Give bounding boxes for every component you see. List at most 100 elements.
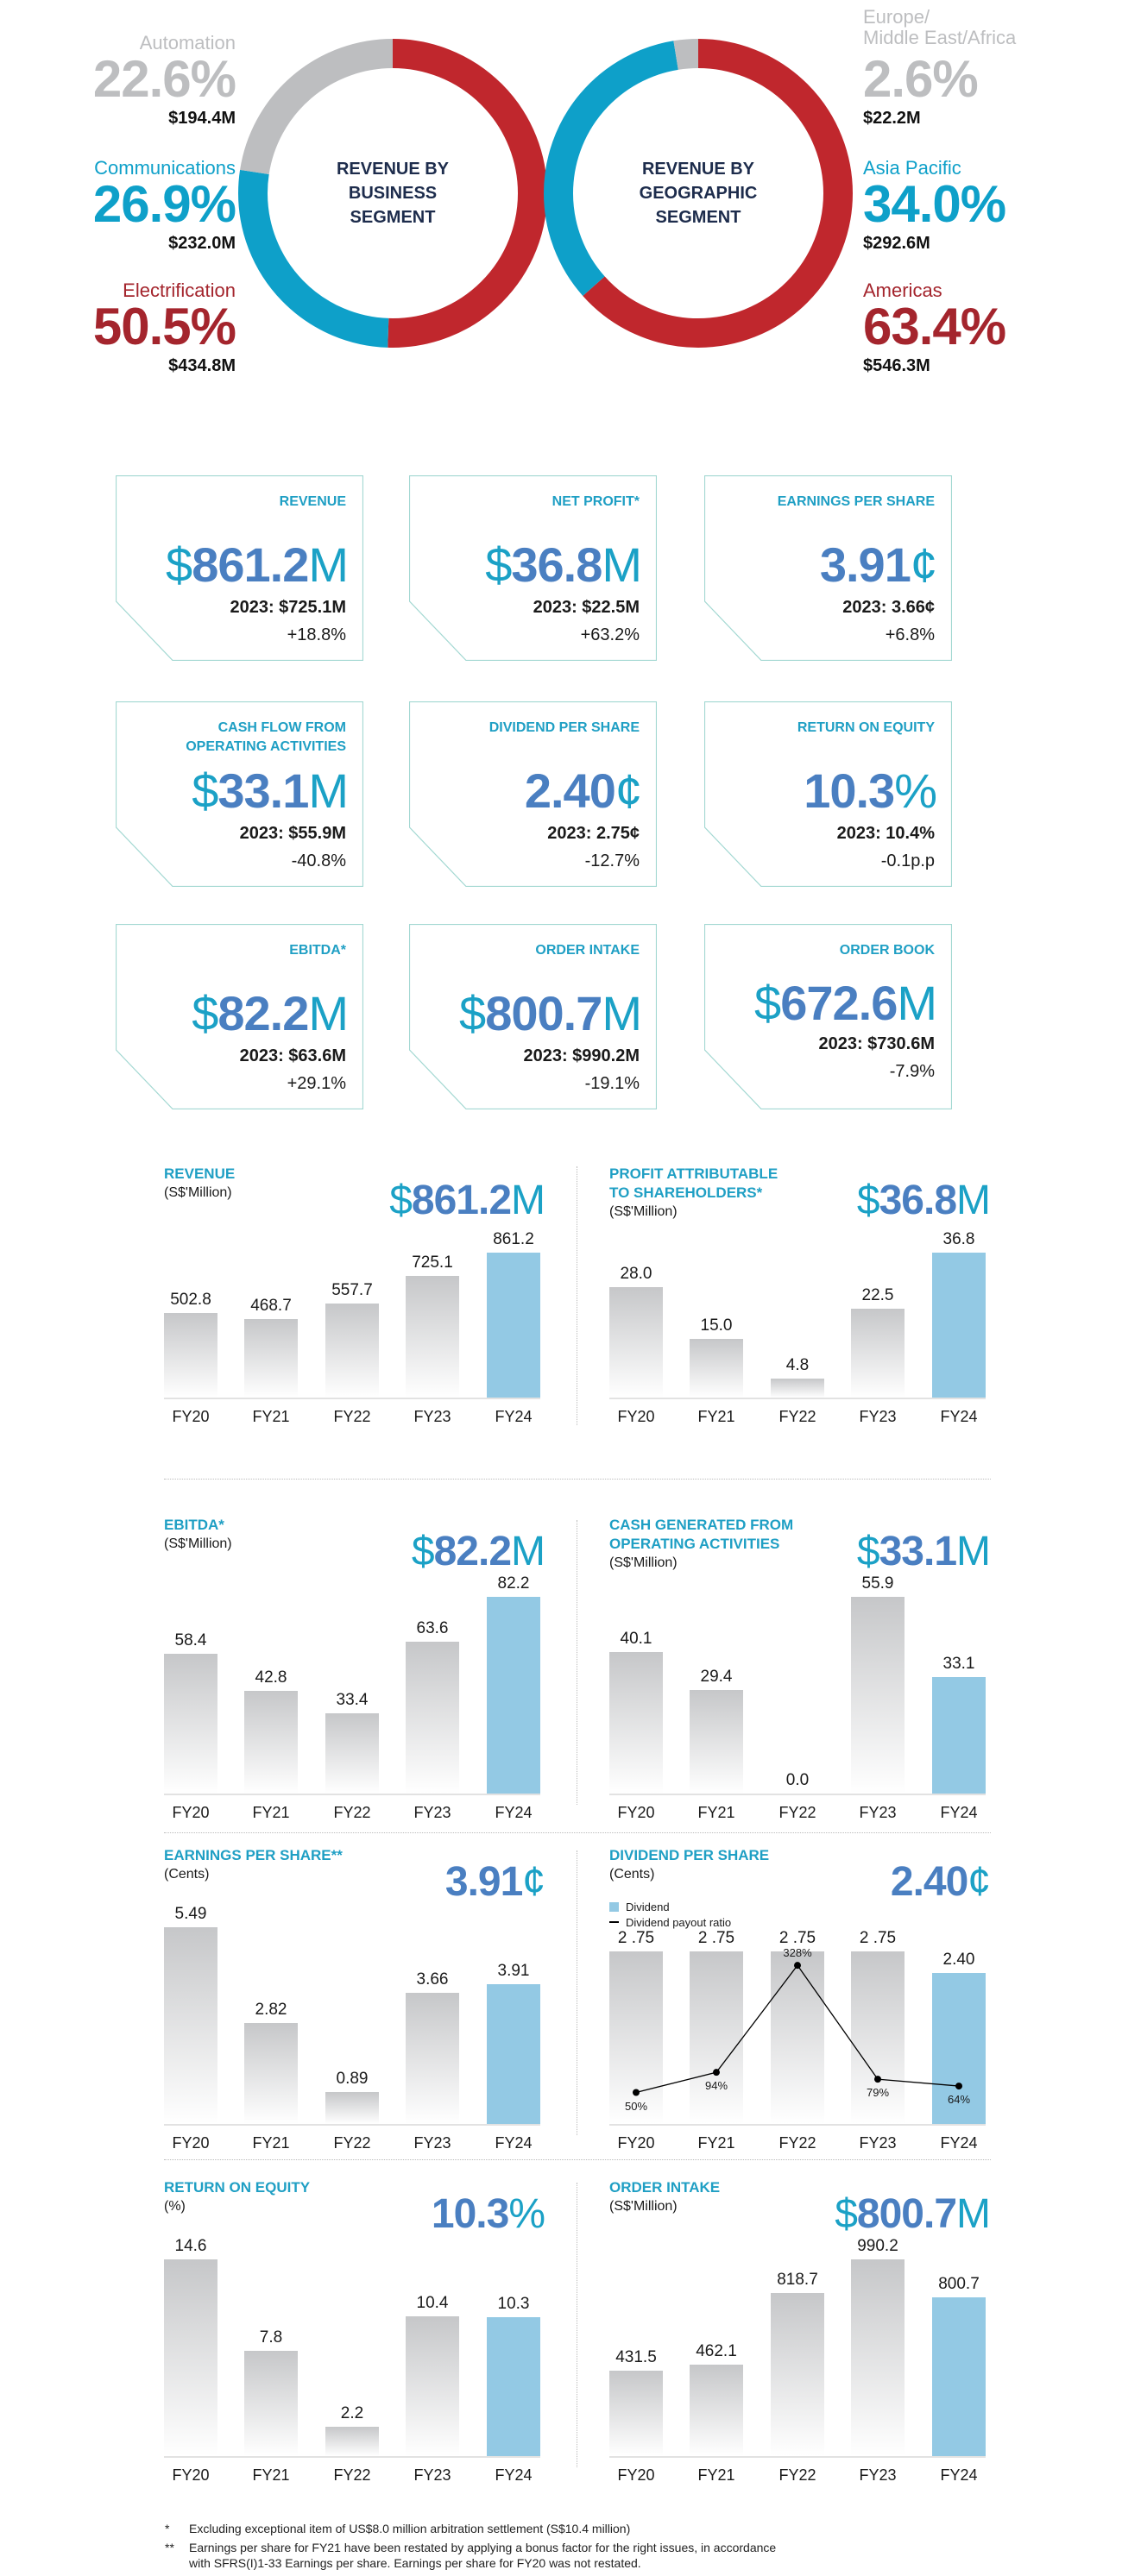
x-tick-label: FY21: [697, 1804, 735, 1821]
x-tick-label: FY20: [172, 2466, 210, 2484]
bar-fy24: [487, 1597, 540, 1794]
kpi-value-number: 36.8: [511, 537, 602, 592]
line-point-label: 64%: [947, 2093, 971, 2107]
kpi-change: -0.1p.p: [880, 851, 935, 870]
bar-value-label: 2.82: [255, 2000, 287, 2019]
bar-fy23: [406, 1641, 459, 1794]
segment-percent: 22.6%: [92, 50, 236, 108]
bar-value-label: 431.5: [615, 2347, 657, 2366]
bar-value-label: 502.8: [170, 1290, 211, 1309]
bar-fy20: [609, 1652, 663, 1794]
card-border: [116, 701, 363, 887]
line-point: [713, 2069, 720, 2077]
card-border: [116, 475, 363, 661]
x-axis-baseline: [609, 1794, 986, 1795]
card-border: [704, 924, 952, 1109]
segment-percent: 50.5%: [92, 298, 236, 355]
bar-fy23: [851, 1309, 905, 1398]
x-axis-baseline: [164, 2124, 540, 2126]
headline-suffix: %: [508, 2191, 545, 2237]
kpi-change: -19.1%: [584, 1074, 640, 1093]
bar-value-label: 63.6: [416, 1618, 449, 1637]
chart-unit: (S$'Million): [609, 1204, 678, 1219]
kpi-label: REVENUE: [279, 494, 346, 509]
chart-title: RETURN ON EQUITY (%): [164, 2178, 310, 2216]
card-border: [409, 924, 657, 1109]
headline-suffix: M: [956, 1529, 991, 1574]
chart-headline-value: $800.7M: [835, 2190, 991, 2239]
line-path: [635, 1964, 960, 2094]
x-tick-label: FY20: [617, 1408, 655, 1425]
chart-cash-generated-from-operating-activities: CASH GENERATED FROM OPERATING ACTIVITIES…: [609, 1516, 991, 1844]
x-tick-label: FY23: [413, 2466, 451, 2484]
x-tick-label: FY20: [172, 2134, 210, 2152]
bar-fy20: [609, 1287, 663, 1398]
headline-suffix: M: [511, 1178, 545, 1223]
segment-label: Americas: [863, 280, 942, 301]
chart-profit-attributable-to-shareholders: PROFIT ATTRIBUTABLE TO SHAREHOLDERS* (S$'…: [609, 1165, 991, 1492]
chart-title: CASH GENERATED FROM OPERATING ACTIVITIES…: [609, 1516, 793, 1573]
kpi-change: -40.8%: [291, 851, 346, 870]
kpi-previous-year: 2023: $22.5M: [533, 598, 640, 617]
headline-number: 82.2: [433, 1529, 512, 1574]
legend-label: Dividend payout ratio: [626, 1916, 732, 1929]
chart-title: PROFIT ATTRIBUTABLE TO SHAREHOLDERS* (S$'…: [609, 1165, 778, 1222]
kpi-value: $82.2M: [192, 986, 349, 1041]
card-border: [409, 701, 657, 887]
bar-fy22: [771, 1951, 824, 2124]
headline-number: 2.40: [890, 1859, 968, 1905]
bar-value-label: 42.8: [255, 1668, 287, 1687]
chart-title-text: REVENUE: [164, 1165, 236, 1182]
kpi-value-prefix: $: [166, 537, 192, 592]
bar-value-label: 800.7: [938, 2274, 980, 2293]
kpi-value-number: 3.91: [819, 537, 911, 592]
kpi-value-number: 10.3: [804, 763, 895, 818]
bar-value-label: 2 .75: [859, 1929, 897, 1947]
x-tick-label: FY20: [617, 2466, 655, 2484]
kpi-value-suffix: M: [308, 986, 349, 1040]
chart-headline-value: $82.2M: [412, 1528, 545, 1576]
x-axis-baseline: [164, 1794, 540, 1795]
x-tick-label: FY21: [697, 1408, 735, 1425]
bar-fy23: [406, 2315, 459, 2456]
bar-value-label: 22.5: [861, 1286, 894, 1305]
bar-fy21: [690, 1338, 743, 1398]
kpi-label: NET PROFIT*: [552, 494, 640, 509]
kpi-label: DIVIDEND PER SHARE: [489, 720, 640, 735]
headline-number: 861.2: [411, 1178, 512, 1223]
kpi-previous-year: 2023: 10.4%: [836, 824, 935, 843]
kpi-label: CASH FLOW FROM OPERATING ACTIVITIES: [186, 720, 346, 754]
headline-prefix: $: [835, 2191, 858, 2237]
kpi-value-suffix: %: [894, 763, 937, 818]
x-tick-label: FY22: [333, 1804, 371, 1821]
chart-unit: (%): [164, 2199, 186, 2214]
segment-percent: 26.9%: [92, 175, 236, 233]
kpi-previous-year: 2023: $63.6M: [239, 1046, 346, 1065]
kpi-value: 3.91¢: [819, 537, 937, 593]
bar-value-label: 5.49: [174, 1905, 207, 1923]
x-tick-label: FY24: [940, 1408, 978, 1425]
card-border: [704, 701, 952, 887]
bar-value-label: 2 .75: [617, 1929, 655, 1947]
bar-fy22: [325, 1304, 379, 1398]
x-axis-baseline: [609, 2456, 986, 2458]
kpi-card-dividend-per-share: DIVIDEND PER SHARE 2.40¢ 2023: 2.75¢ -12.7%: [409, 701, 657, 887]
kpi-value-prefix: $: [459, 986, 486, 1040]
kpi-previous-year: 2023: $55.9M: [239, 824, 346, 843]
kpi-change: +29.1%: [287, 1074, 346, 1093]
kpi-value-suffix: M: [308, 537, 349, 592]
kpi-change: -7.9%: [889, 1062, 935, 1081]
chart-legend: Dividend Dividend payout ratio: [609, 1900, 731, 1931]
kpi-value: 10.3%: [804, 763, 937, 819]
donut-chart: [238, 39, 547, 348]
bar-fy24: [487, 2317, 540, 2456]
headline-prefix: $: [389, 1178, 413, 1223]
donut-segment-europe-middle-east-africa: [544, 39, 853, 348]
x-tick-label: FY23: [413, 1804, 451, 1821]
bar-fy20: [164, 1927, 217, 2124]
chart-title-text: EBITDA*: [164, 1517, 224, 1533]
kpi-previous-year: 2023: $730.6M: [818, 1034, 935, 1053]
segment-percent: 63.4%: [863, 298, 1006, 355]
bar-fy21: [244, 1691, 298, 1794]
headline-suffix: ¢: [968, 1859, 991, 1905]
